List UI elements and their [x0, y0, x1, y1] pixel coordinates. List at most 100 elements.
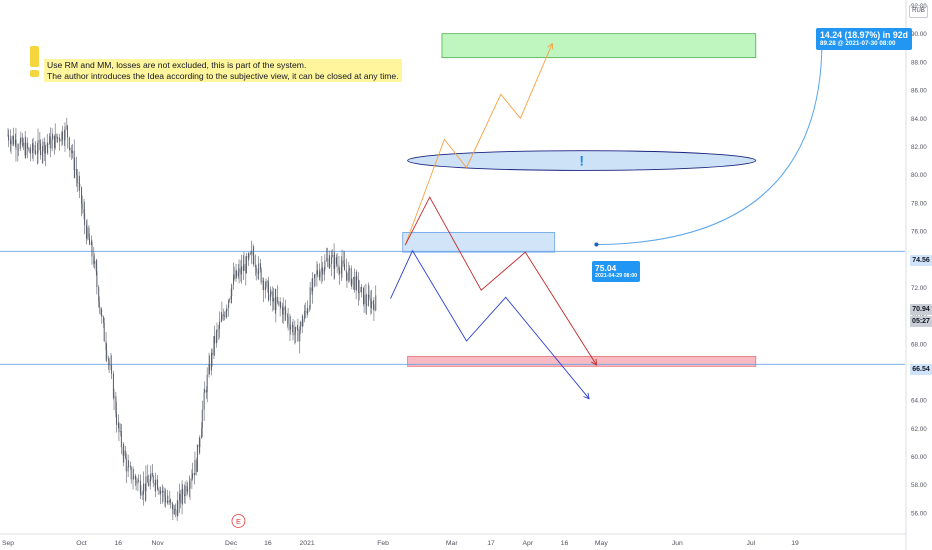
- candle-body: [117, 423, 119, 425]
- candle-body: [279, 301, 281, 306]
- candle-body: [345, 270, 347, 273]
- price-tick-label: 62.00: [911, 426, 927, 433]
- candle-body: [30, 152, 32, 154]
- candle-body: [321, 267, 323, 275]
- candle-body: [138, 480, 140, 482]
- candle-body: [36, 152, 38, 154]
- candle-body: [304, 311, 306, 312]
- price-tag-lower-level: 66.54: [910, 364, 932, 375]
- origin-price: 75.04: [595, 263, 617, 273]
- candle-body: [93, 261, 95, 264]
- candle-body: [375, 295, 377, 311]
- candle-body: [250, 253, 252, 255]
- candle-body: [74, 169, 76, 170]
- candle-body: [299, 330, 301, 342]
- candle-body: [108, 360, 110, 366]
- price-tag-upper-level: 74.56: [910, 255, 932, 266]
- candle-body: [301, 321, 303, 327]
- candle-body: [336, 264, 338, 266]
- candle-body: [297, 328, 299, 342]
- price-tick-label: 58.00: [911, 482, 927, 489]
- target-zone[interactable]: [441, 33, 757, 59]
- candle-body: [35, 150, 37, 154]
- candle-body: [137, 480, 139, 484]
- highlight-ellipse[interactable]: [407, 150, 757, 171]
- measure-callout-origin[interactable]: 75.04 2021-04-29 08:00: [592, 261, 641, 282]
- candle-body: [291, 325, 293, 327]
- scenario-bearish-blue[interactable]: [390, 249, 590, 399]
- resistance-zone[interactable]: [402, 232, 556, 253]
- candle-body: [336, 257, 338, 265]
- candle-body: [106, 350, 108, 359]
- measure-callout-target[interactable]: 14.24 (18.97%) in 92d 89.28 @ 2021-07-30…: [816, 28, 913, 50]
- candle-body: [269, 294, 271, 301]
- candle-body: [214, 336, 216, 344]
- candle-body: [22, 142, 24, 146]
- candle-body: [272, 297, 274, 302]
- candle-body: [274, 297, 276, 311]
- candle-body: [253, 255, 255, 265]
- candle-body: [272, 291, 274, 302]
- candle-body: [245, 264, 247, 274]
- candle-body: [309, 307, 311, 309]
- candle-body: [263, 280, 265, 291]
- candle-body: [52, 135, 54, 140]
- candle-body: [230, 296, 232, 300]
- candle-body: [66, 125, 68, 138]
- candle-body: [317, 270, 319, 275]
- candle-body: [258, 263, 260, 274]
- candle-body: [147, 476, 149, 483]
- candle-body: [188, 487, 190, 490]
- candle-body: [161, 490, 163, 493]
- candle-body: [100, 307, 102, 315]
- candle-body: [147, 482, 149, 486]
- candle-body: [296, 327, 298, 329]
- support-zone[interactable]: [407, 356, 757, 367]
- time-tick-label: Dec: [225, 540, 238, 547]
- candle-body: [83, 208, 85, 213]
- candle-body: [353, 277, 355, 291]
- price-tag-last-price: 70.94: [910, 304, 932, 315]
- candle-body: [343, 263, 345, 271]
- candle-body: [215, 332, 217, 344]
- candle-body: [243, 264, 245, 271]
- currency-label[interactable]: RUB: [909, 5, 928, 18]
- candle-body: [17, 149, 19, 150]
- scenario-bearish-red[interactable]: [404, 196, 597, 366]
- time-tick-label: 19: [791, 540, 799, 547]
- candle-body: [318, 274, 320, 278]
- price-tick-label: 60.00: [911, 454, 927, 461]
- candle-body: [370, 301, 372, 308]
- candle-body: [164, 490, 166, 497]
- candle-body: [118, 423, 120, 433]
- candle-body: [96, 271, 98, 288]
- candle-body: [39, 140, 41, 144]
- price-tick-label: 88.00: [911, 59, 927, 66]
- candle-body: [264, 286, 266, 291]
- time-tick-label: Jul: [747, 540, 756, 547]
- candle-body: [356, 276, 358, 280]
- candle-body: [142, 494, 144, 496]
- origin-date: 2021-04-29 08:00: [595, 273, 638, 279]
- candle-body: [15, 139, 17, 150]
- candle-body: [196, 444, 198, 472]
- scenario-bullish[interactable]: [404, 43, 553, 246]
- candle-body: [333, 254, 335, 269]
- candle-body: [122, 446, 124, 456]
- candle-body: [85, 224, 87, 239]
- candle-body: [299, 321, 301, 331]
- candle-body: [49, 136, 51, 149]
- candle-body: [115, 413, 117, 425]
- candle-body: [223, 316, 225, 318]
- candle-body: [343, 260, 345, 264]
- projection-curve[interactable]: [596, 43, 823, 246]
- candle-body: [184, 494, 186, 496]
- candle-body: [316, 270, 318, 275]
- candle-body: [252, 251, 254, 256]
- candle-body: [98, 301, 100, 308]
- candle-body: [179, 493, 181, 504]
- candle-body: [216, 329, 218, 333]
- candle-body: [115, 396, 117, 414]
